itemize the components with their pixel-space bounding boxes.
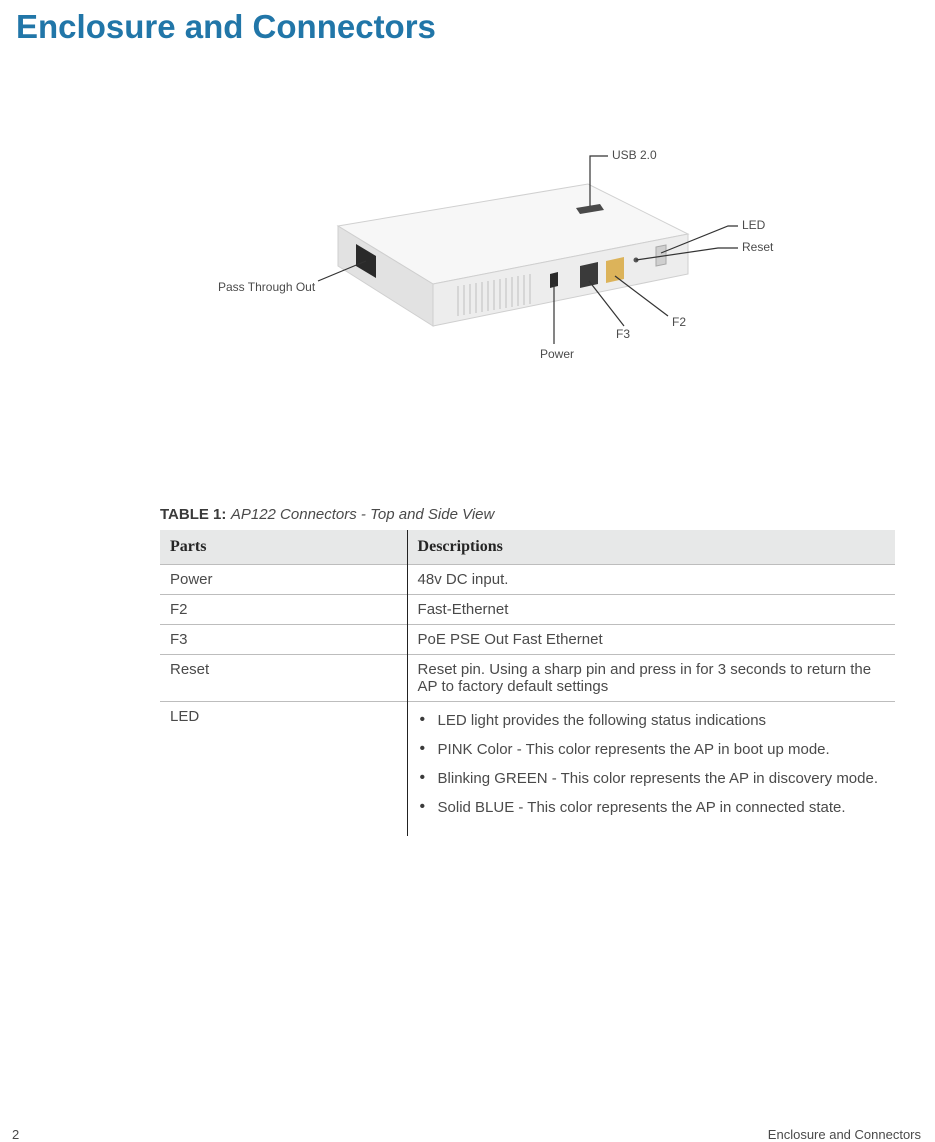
footer-section: Enclosure and Connectors	[768, 1127, 921, 1142]
part-name: LED	[160, 702, 407, 837]
led-status-list: LED light provides the following status …	[418, 712, 885, 828]
list-item: Solid BLUE - This color represents the A…	[418, 799, 885, 828]
page-number: 2	[12, 1127, 19, 1142]
table-row: F2 Fast-Ethernet	[160, 595, 895, 625]
table-caption: TABLE 1: AP122 Connectors - Top and Side…	[160, 506, 895, 524]
part-desc: PoE PSE Out Fast Ethernet	[407, 625, 895, 655]
page-title: Enclosure and Connectors	[0, 0, 935, 46]
col-descriptions: Descriptions	[407, 530, 895, 565]
col-parts: Parts	[160, 530, 407, 565]
power-label: Power	[540, 347, 574, 361]
connectors-table-section: TABLE 1: AP122 Connectors - Top and Side…	[160, 506, 895, 836]
device-figure: USB 2.0 LED Reset F2 F3 Power Pass Throu…	[158, 126, 778, 406]
table-row: Power 48v DC input.	[160, 565, 895, 595]
list-item: LED light provides the following status …	[418, 712, 885, 741]
f3-port	[580, 262, 598, 288]
list-item: PINK Color - This color represents the A…	[418, 741, 885, 770]
part-name: Power	[160, 565, 407, 595]
f2-port	[606, 257, 624, 283]
reset-label: Reset	[742, 240, 774, 254]
f3-label: F3	[616, 327, 630, 341]
led-label: LED	[742, 218, 766, 232]
connectors-table: Parts Descriptions Power 48v DC input. F…	[160, 530, 895, 836]
part-name: Reset	[160, 655, 407, 702]
table-caption-title: AP122 Connectors - Top and Side View	[231, 506, 495, 523]
part-desc: LED light provides the following status …	[407, 702, 895, 837]
part-desc: Reset pin. Using a sharp pin and press i…	[407, 655, 895, 702]
list-item: Blinking GREEN - This color represents t…	[418, 770, 885, 799]
passthrough-label: Pass Through Out	[218, 280, 316, 294]
f2-label: F2	[672, 315, 686, 329]
part-desc: 48v DC input.	[407, 565, 895, 595]
part-name: F3	[160, 625, 407, 655]
part-desc: Fast-Ethernet	[407, 595, 895, 625]
table-row: Reset Reset pin. Using a sharp pin and p…	[160, 655, 895, 702]
part-name: F2	[160, 595, 407, 625]
table-row-led: LED LED light provides the following sta…	[160, 702, 895, 837]
table-caption-label: TABLE 1:	[160, 506, 226, 523]
usb-label: USB 2.0	[612, 148, 657, 162]
table-row: F3 PoE PSE Out Fast Ethernet	[160, 625, 895, 655]
